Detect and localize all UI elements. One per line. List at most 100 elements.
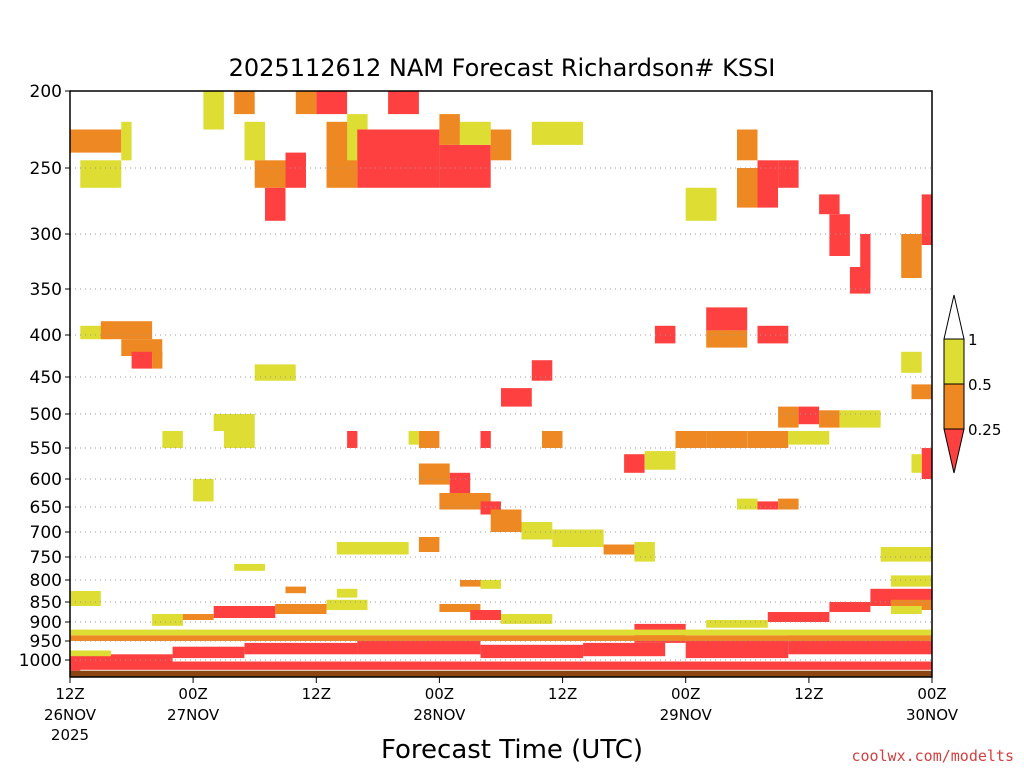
heatmap-cell xyxy=(706,431,748,448)
y-tick-label: 500 xyxy=(30,405,62,425)
heatmap-cell xyxy=(418,431,440,448)
heatmap-cell xyxy=(911,384,932,400)
heatmap-cell xyxy=(254,364,296,381)
heatmap-cell xyxy=(121,121,132,161)
legend-label-0-25: 0.25 xyxy=(968,421,1001,439)
heatmap-cell xyxy=(531,121,584,145)
heatmap-cell xyxy=(275,604,327,614)
heatmap-cell xyxy=(747,431,789,448)
heatmap-cell xyxy=(901,234,922,278)
heatmap-cell xyxy=(336,588,358,598)
heatmap-cell xyxy=(254,160,286,188)
y-axis-tick-labels: 200 250 300 350 400 450 500 550 600 650 700 750 8008… xyxy=(19,82,70,671)
heatmap-cell xyxy=(480,580,501,589)
heatmap-cell xyxy=(829,602,871,612)
legend-label-1: 1 xyxy=(968,331,978,349)
y-tick-label: 900 xyxy=(30,613,62,633)
heatmap-cell xyxy=(80,160,122,188)
heatmap-cell xyxy=(244,121,265,161)
heatmap-cell xyxy=(706,330,748,348)
y-tick-label: 250 xyxy=(30,159,62,179)
heatmap-cell xyxy=(234,91,255,115)
heatmap-cell xyxy=(685,187,717,221)
heatmap-cell xyxy=(70,629,932,636)
heatmap-cell xyxy=(336,542,409,555)
heatmap-cell xyxy=(193,479,214,502)
heatmap-cell xyxy=(757,160,778,208)
heatmap-cell xyxy=(480,644,584,659)
legend-arrow-top xyxy=(943,294,965,340)
x-axis-label: Forecast Time (UTC) xyxy=(381,735,643,765)
heatmap-cell xyxy=(172,646,245,659)
heatmap-cell xyxy=(921,194,932,245)
heatmap-cell xyxy=(501,614,553,624)
heatmap-cell xyxy=(675,431,707,448)
x-tick-label: 27NOV xyxy=(167,706,220,724)
heatmap-cell xyxy=(470,610,501,620)
heatmap-cell xyxy=(737,498,758,510)
heatmap-cell xyxy=(839,410,881,428)
heatmap-cell xyxy=(552,529,604,547)
heatmap-cell xyxy=(778,160,799,188)
heatmap-cell xyxy=(778,498,799,510)
x-tick-label: 26NOV xyxy=(44,706,97,724)
heatmap-cell xyxy=(891,575,932,587)
x-tick-label: 12Z xyxy=(548,685,577,703)
heatmap-cell xyxy=(418,463,450,485)
heatmap-cell xyxy=(439,604,481,612)
legend: 1 0.5 0.25 xyxy=(943,294,1001,474)
heatmap-cell xyxy=(357,639,481,655)
legend-swatch-mid xyxy=(943,383,965,430)
heatmap-cell xyxy=(460,121,491,145)
y-tick-label: 750 xyxy=(30,548,62,568)
heatmap-cell xyxy=(624,454,645,473)
heatmap-cell xyxy=(531,360,553,381)
x-tick-label: 00Z xyxy=(671,685,700,703)
surface-layer xyxy=(70,670,932,677)
heatmap-cell xyxy=(644,451,676,470)
watermark: coolwx.com/modelts xyxy=(851,747,1014,765)
y-tick-label: 350 xyxy=(30,280,62,300)
heatmap-cell xyxy=(819,194,840,215)
x-tick-label: 00Z xyxy=(178,685,207,703)
heatmap-cell xyxy=(213,414,255,431)
heatmap-cells xyxy=(70,91,932,671)
heatmap-cell xyxy=(316,91,348,115)
heatmap-cell xyxy=(706,620,768,628)
heatmap-cell xyxy=(70,591,101,606)
chart-title: 2025112612 NAM Forecast Richardson# KSSI xyxy=(229,54,776,82)
heatmap-cell xyxy=(439,144,491,188)
legend-arrow-low xyxy=(943,428,965,474)
heatmap-cell xyxy=(757,501,778,510)
heatmap-cell xyxy=(480,431,491,448)
heatmap-cell xyxy=(778,406,799,428)
heatmap-cell xyxy=(295,91,317,115)
x-tick-label: 2025 xyxy=(51,726,89,744)
heatmap-cell xyxy=(172,614,214,620)
heatmap-cell xyxy=(234,563,265,571)
x-tick-label: 12Z xyxy=(55,685,84,703)
heatmap-cell xyxy=(603,544,635,555)
heatmap-cell xyxy=(418,537,440,552)
y-tick-label: 450 xyxy=(30,368,62,388)
heatmap-cell xyxy=(849,267,871,294)
heatmap-cell xyxy=(501,388,532,407)
heatmap-cell xyxy=(891,606,922,614)
heatmap-cell xyxy=(449,472,471,496)
legend-swatch-high xyxy=(943,338,965,385)
plot-frame xyxy=(69,90,933,678)
heatmap-cell xyxy=(70,654,173,662)
heatmap-cell xyxy=(767,612,830,622)
heatmap-cell xyxy=(829,214,850,256)
heatmap-cell xyxy=(265,187,286,221)
heatmap-cell xyxy=(70,661,932,670)
y-tick-label: 1000 xyxy=(19,651,62,671)
heatmap-cell xyxy=(685,637,789,659)
heatmap-cell xyxy=(357,129,440,188)
heatmap-cell xyxy=(439,493,491,510)
heatmap-cell xyxy=(100,321,153,340)
heatmap-cell xyxy=(285,586,306,594)
heatmap-cell xyxy=(583,642,666,657)
heatmap-cell xyxy=(798,406,820,425)
